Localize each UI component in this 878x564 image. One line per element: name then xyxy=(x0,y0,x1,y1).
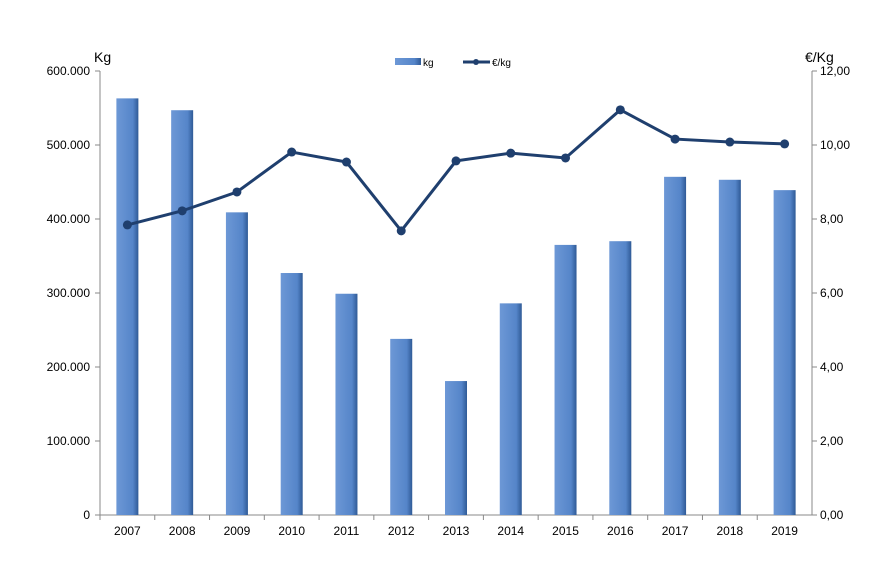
price-point-2007 xyxy=(122,220,132,230)
price-point-2017 xyxy=(670,134,680,144)
price-point-2015 xyxy=(561,153,571,163)
x-tick-label: 2013 xyxy=(443,524,470,538)
y-tick-label: 500.000 xyxy=(47,138,91,152)
price-point-2010 xyxy=(287,147,297,157)
bar-2011 xyxy=(335,293,358,515)
y-tick-label: 400.000 xyxy=(47,212,91,226)
y2-tick-label: 0,00 xyxy=(820,508,844,522)
bar-2014 xyxy=(499,303,522,515)
legend-bar-swatch xyxy=(395,58,421,65)
y-axis-label: Kg xyxy=(94,49,111,65)
x-tick-label: 2015 xyxy=(552,524,579,538)
bar-2007 xyxy=(116,98,139,515)
y2-tick-label: 10,00 xyxy=(820,138,850,152)
x-tick-label: 2012 xyxy=(388,524,415,538)
bar-2009 xyxy=(225,212,248,515)
x-tick-label: 2008 xyxy=(169,524,196,538)
y2-tick-label: 6,00 xyxy=(820,286,844,300)
price-point-2013 xyxy=(451,156,461,166)
y-tick-label: 600.000 xyxy=(47,64,91,78)
y-tick-label: 300.000 xyxy=(47,286,91,300)
bar-2017 xyxy=(664,176,687,515)
price-point-2012 xyxy=(396,226,406,236)
price-point-2018 xyxy=(725,137,735,147)
legend-label-kg: kg xyxy=(423,58,434,69)
x-tick-label: 2016 xyxy=(607,524,634,538)
y2-tick-label: 12,00 xyxy=(820,64,850,78)
bar-2015 xyxy=(554,244,577,515)
y2-tick-label: 2,00 xyxy=(820,434,844,448)
legend-label-price: €/kg xyxy=(492,58,511,69)
bar-2013 xyxy=(445,381,467,515)
x-tick-label: 2014 xyxy=(497,524,524,538)
x-tick-label: 2011 xyxy=(334,524,360,538)
legend-marker xyxy=(473,59,479,65)
price-point-2008 xyxy=(177,206,187,216)
price-point-2019 xyxy=(780,139,790,149)
price-point-2016 xyxy=(615,105,625,115)
bar-2016 xyxy=(609,241,632,515)
x-tick-label: 2018 xyxy=(716,524,743,538)
bar-2010 xyxy=(280,273,303,515)
bar-2019 xyxy=(773,190,796,515)
y-tick-label: 200.000 xyxy=(47,360,91,374)
x-tick-label: 2009 xyxy=(224,524,251,538)
y-tick-label: 0 xyxy=(83,508,90,522)
price-point-2009 xyxy=(232,187,242,197)
y2-tick-label: 8,00 xyxy=(820,212,844,226)
bar-2008 xyxy=(171,110,194,515)
x-tick-label: 2007 xyxy=(114,524,141,538)
x-tick-label: 2010 xyxy=(278,524,305,538)
legend: kg €/kg xyxy=(395,58,511,69)
x-tick-label: 2019 xyxy=(771,524,798,538)
price-point-2011 xyxy=(341,157,351,167)
y-tick-label: 100.000 xyxy=(47,434,91,448)
price-point-2014 xyxy=(506,148,516,158)
bar-2018 xyxy=(718,179,741,515)
y2-axis-label: €/Kg xyxy=(805,49,834,65)
y2-tick-label: 4,00 xyxy=(820,360,844,374)
bar-2012 xyxy=(390,338,413,515)
x-tick-label: 2017 xyxy=(662,524,689,538)
